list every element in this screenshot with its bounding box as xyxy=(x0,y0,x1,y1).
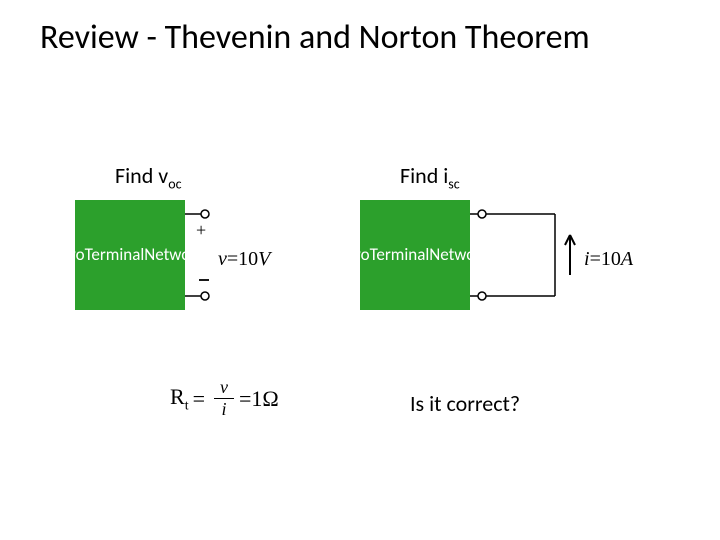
network-box-right: TwoTerminalNetwork xyxy=(360,200,470,310)
network-box-left: TwoTerminalNetwork xyxy=(75,200,185,310)
page-title: Review - Thevenin and Norton Theorem xyxy=(40,18,680,59)
rt-rhs: =1Ω xyxy=(239,386,279,412)
find-voc-prefix: Find v xyxy=(115,162,168,189)
rt-sub: t xyxy=(185,398,189,413)
question-text: Is it correct? xyxy=(410,390,520,417)
rt-lhs: R xyxy=(170,384,185,409)
find-voc-sub: oc xyxy=(168,175,181,192)
find-isc-sub: sc xyxy=(448,175,459,192)
short-circuit-diagram xyxy=(470,200,600,310)
frac-num: v xyxy=(214,378,234,399)
find-isc-label: Find isc xyxy=(400,162,460,192)
current-equation: i=10A xyxy=(584,248,633,271)
find-voc-label: Find voc xyxy=(115,162,182,192)
rt-fraction: v i xyxy=(214,378,234,420)
svg-text:+: + xyxy=(196,220,206,240)
voltage-equation: v=10V xyxy=(218,248,270,271)
find-isc-prefix: Find i xyxy=(400,162,448,189)
rt-equation: Rt = v i =1Ω xyxy=(170,378,279,420)
frac-den: i xyxy=(215,399,232,421)
